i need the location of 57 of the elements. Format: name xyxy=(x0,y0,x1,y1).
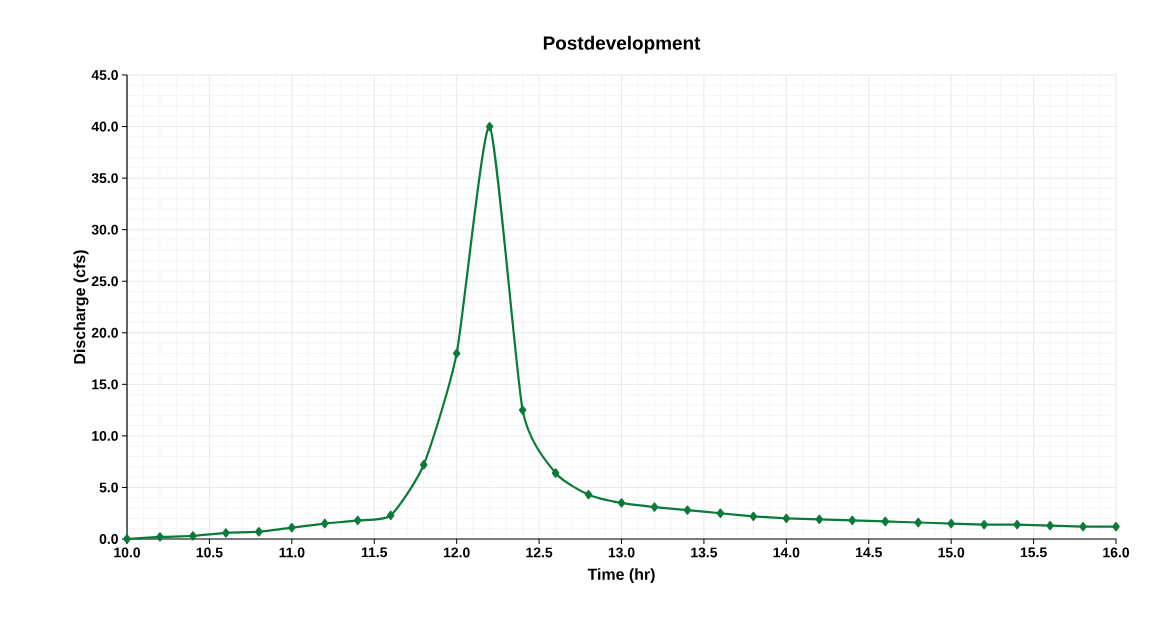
point xyxy=(189,531,197,541)
x-tick-label: 11.0 xyxy=(279,547,305,558)
point xyxy=(881,516,889,527)
x-tick-label: 12.5 xyxy=(526,547,553,558)
x-tick-label: 14.0 xyxy=(773,547,800,558)
x-tick-label: 10.0 xyxy=(114,547,140,558)
y-tick-label: 40.0 xyxy=(91,121,118,132)
x-tick-label: 15.0 xyxy=(938,547,965,558)
point xyxy=(452,348,461,358)
point xyxy=(815,514,824,525)
point xyxy=(617,498,626,508)
point xyxy=(947,518,955,529)
point xyxy=(321,518,329,529)
point xyxy=(255,527,263,537)
x-tick-label: 15.5 xyxy=(1020,547,1047,558)
point xyxy=(650,502,659,512)
point xyxy=(848,515,856,526)
x-tick-label: 12.0 xyxy=(443,547,470,558)
y-tick-label: 5.0 xyxy=(99,482,118,493)
point xyxy=(584,490,593,500)
point xyxy=(683,505,692,515)
y-tick-label: 15.0 xyxy=(92,379,118,390)
y-tick-label: 20.0 xyxy=(91,327,118,338)
point xyxy=(1013,519,1021,530)
point xyxy=(288,523,296,533)
x-tick-label: 13.0 xyxy=(608,547,635,558)
x-tick-label: 16.0 xyxy=(1103,547,1130,558)
x-tick-label: 11.5 xyxy=(361,547,388,558)
point xyxy=(716,508,725,518)
point xyxy=(387,510,395,520)
point xyxy=(914,517,922,528)
x-axis-title: Time (hr) xyxy=(587,568,655,584)
point xyxy=(123,534,131,544)
chart-title: Postdevelopment xyxy=(543,35,701,54)
point xyxy=(485,121,494,132)
y-tick-label: 10.0 xyxy=(92,430,118,441)
point xyxy=(782,513,791,523)
x-tick-label: 14.5 xyxy=(856,547,882,558)
point xyxy=(980,519,988,530)
y-axis-title: Discharge (cfs) xyxy=(73,250,89,364)
point xyxy=(222,528,230,538)
point xyxy=(354,515,362,526)
point xyxy=(749,511,758,521)
x-tick-label: 10.5 xyxy=(196,547,223,558)
y-tick-label: 25.0 xyxy=(91,276,118,287)
point xyxy=(419,460,428,470)
y-tick-label: 0.0 xyxy=(99,534,118,544)
y-tick-label: 45.0 xyxy=(91,70,118,80)
point xyxy=(518,405,527,415)
point xyxy=(1079,522,1087,532)
y-tick-label: 35.0 xyxy=(91,173,118,184)
point xyxy=(551,468,560,478)
point xyxy=(156,532,164,542)
point xyxy=(1046,520,1054,531)
y-tick-label: 30.0 xyxy=(91,224,118,235)
x-tick-label: 13.5 xyxy=(691,547,718,558)
point xyxy=(1112,522,1120,532)
